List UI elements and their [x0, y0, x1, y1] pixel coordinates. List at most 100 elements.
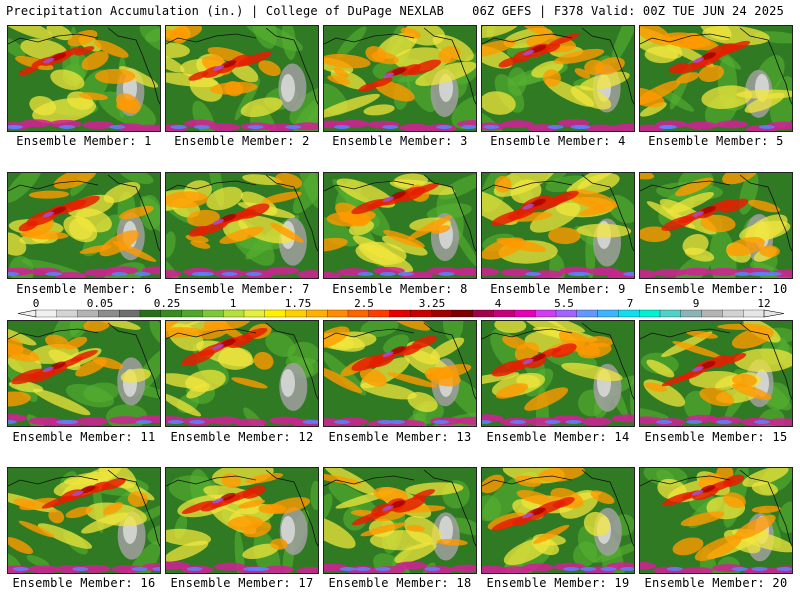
colorbar-tick-label: 4 [495, 297, 502, 310]
colorbar-swatch [493, 309, 515, 318]
ensemble-member-map [165, 320, 319, 427]
colorbar-tick-label: 9 [693, 297, 700, 310]
colorbar-swatch [618, 309, 640, 318]
precip-field [166, 173, 318, 278]
ensemble-member-label: Ensemble Member: 4 [490, 134, 626, 148]
precip-field [640, 468, 792, 573]
colorbar-tick-label: 1 [230, 297, 237, 310]
ensemble-member-label: Ensemble Member: 3 [332, 134, 468, 148]
precip-field [324, 468, 476, 573]
precip-field [166, 26, 318, 131]
colorbar-swatch [431, 309, 453, 318]
colorbar-swatch [597, 309, 619, 318]
ensemble-member-map [165, 467, 319, 574]
precipitation-colorbar: 0 0.05 0.25 1 1.75 2.5 3.25 4 5.5 7 9 12 [17, 297, 785, 318]
ensemble-member-map [323, 467, 477, 574]
colorbar-swatch [410, 309, 432, 318]
colorbar-tick-label: 0 [33, 297, 40, 310]
colorbar-swatch [368, 309, 391, 318]
ensemble-member-map [323, 25, 477, 132]
ensemble-member-map [165, 25, 319, 132]
ensemble-member-map [7, 25, 161, 132]
ensemble-member-map [639, 25, 793, 132]
precip-field [640, 26, 792, 131]
ensemble-member-label: Ensemble Member: 7 [174, 282, 310, 296]
colorbar-tick-label: 3.25 [419, 297, 446, 310]
ensemble-member-label: Ensemble Member: 19 [486, 576, 630, 590]
ensemble-member-label: Ensemble Member: 6 [16, 282, 152, 296]
ensemble-member-map [481, 25, 635, 132]
ensemble-member-label: Ensemble Member: 13 [328, 430, 472, 444]
ensemble-member-label: Ensemble Member: 10 [644, 282, 788, 296]
colorbar-swatch [35, 309, 58, 318]
ensemble-member-label: Ensemble Member: 14 [486, 430, 630, 444]
colorbar-swatch [389, 309, 411, 318]
colorbar-swatch [535, 309, 557, 318]
ensemble-member-map [639, 467, 793, 574]
colorbar-swatch [680, 309, 703, 318]
colorbar-swatch [639, 309, 661, 318]
colorbar-swatch [472, 309, 495, 318]
colorbar-tick-label: 2.5 [354, 297, 374, 310]
colorbar-tick-label: 12 [757, 297, 770, 310]
precip-field [8, 468, 160, 573]
ensemble-member-label: Ensemble Member: 20 [644, 576, 788, 590]
colorbar-tick-label: 7 [627, 297, 634, 310]
ensemble-member-map [165, 172, 319, 279]
colorbar-right-arrow [763, 309, 785, 318]
colorbar-tick-label: 0.05 [87, 297, 114, 310]
colorbar-swatch [327, 309, 349, 318]
ensemble-member-label: Ensemble Member: 16 [12, 576, 156, 590]
ensemble-member-label: Ensemble Member: 12 [170, 430, 314, 444]
colorbar-swatch [514, 309, 536, 318]
colorbar-swatch [264, 309, 287, 318]
colorbar-swatch [659, 309, 682, 318]
precip-field [482, 468, 634, 573]
colorbar-swatch [119, 309, 141, 318]
ensemble-member-label: Ensemble Member: 8 [332, 282, 468, 296]
precip-field [482, 173, 634, 278]
colorbar-swatch [223, 309, 245, 318]
precip-field [8, 321, 160, 426]
ensemble-member-map [7, 172, 161, 279]
ensemble-member-label: Ensemble Member: 5 [648, 134, 784, 148]
ensemble-member-label: Ensemble Member: 11 [12, 430, 156, 444]
colorbar-swatch [555, 309, 578, 318]
precip-field [482, 321, 634, 426]
precip-field [324, 173, 476, 278]
ensemble-member-map [323, 320, 477, 427]
run-valid-time: 06Z GEFS | F378 Valid: 00Z TUE JUN 24 20… [472, 4, 784, 18]
colorbar-swatch [98, 309, 120, 318]
colorbar-swatch [306, 309, 328, 318]
precip-field [640, 321, 792, 426]
colorbar-tick-label: 0.25 [154, 297, 181, 310]
colorbar-swatch [347, 309, 370, 318]
colorbar-left-arrow [17, 309, 37, 318]
colorbar-swatch [181, 309, 203, 318]
ensemble-member-map [481, 320, 635, 427]
ensemble-member-map [323, 172, 477, 279]
colorbar-swatch [743, 309, 765, 318]
ensemble-member-map [7, 467, 161, 574]
precip-field [166, 321, 318, 426]
precip-field [166, 468, 318, 573]
ensemble-member-map [639, 172, 793, 279]
colorbar-swatch [243, 309, 266, 318]
colorbar-tick-label: 1.75 [285, 297, 312, 310]
colorbar-tick-label: 5.5 [554, 297, 574, 310]
ensemble-member-label: Ensemble Member: 1 [16, 134, 152, 148]
ensemble-member-label: Ensemble Member: 18 [328, 576, 472, 590]
precip-field [324, 321, 476, 426]
colorbar-swatch [701, 309, 723, 318]
ensemble-member-label: Ensemble Member: 17 [170, 576, 314, 590]
chart-title: Precipitation Accumulation (in.) | Colle… [6, 4, 445, 18]
precip-field [8, 26, 160, 131]
colorbar-swatch [451, 309, 474, 318]
colorbar-swatch [77, 309, 99, 318]
colorbar-swatch [139, 309, 162, 318]
colorbar-swatch [576, 309, 599, 318]
ensemble-member-map [639, 320, 793, 427]
precip-field [324, 26, 476, 131]
colorbar-swatch [56, 309, 79, 318]
colorbar-swatch [160, 309, 183, 318]
